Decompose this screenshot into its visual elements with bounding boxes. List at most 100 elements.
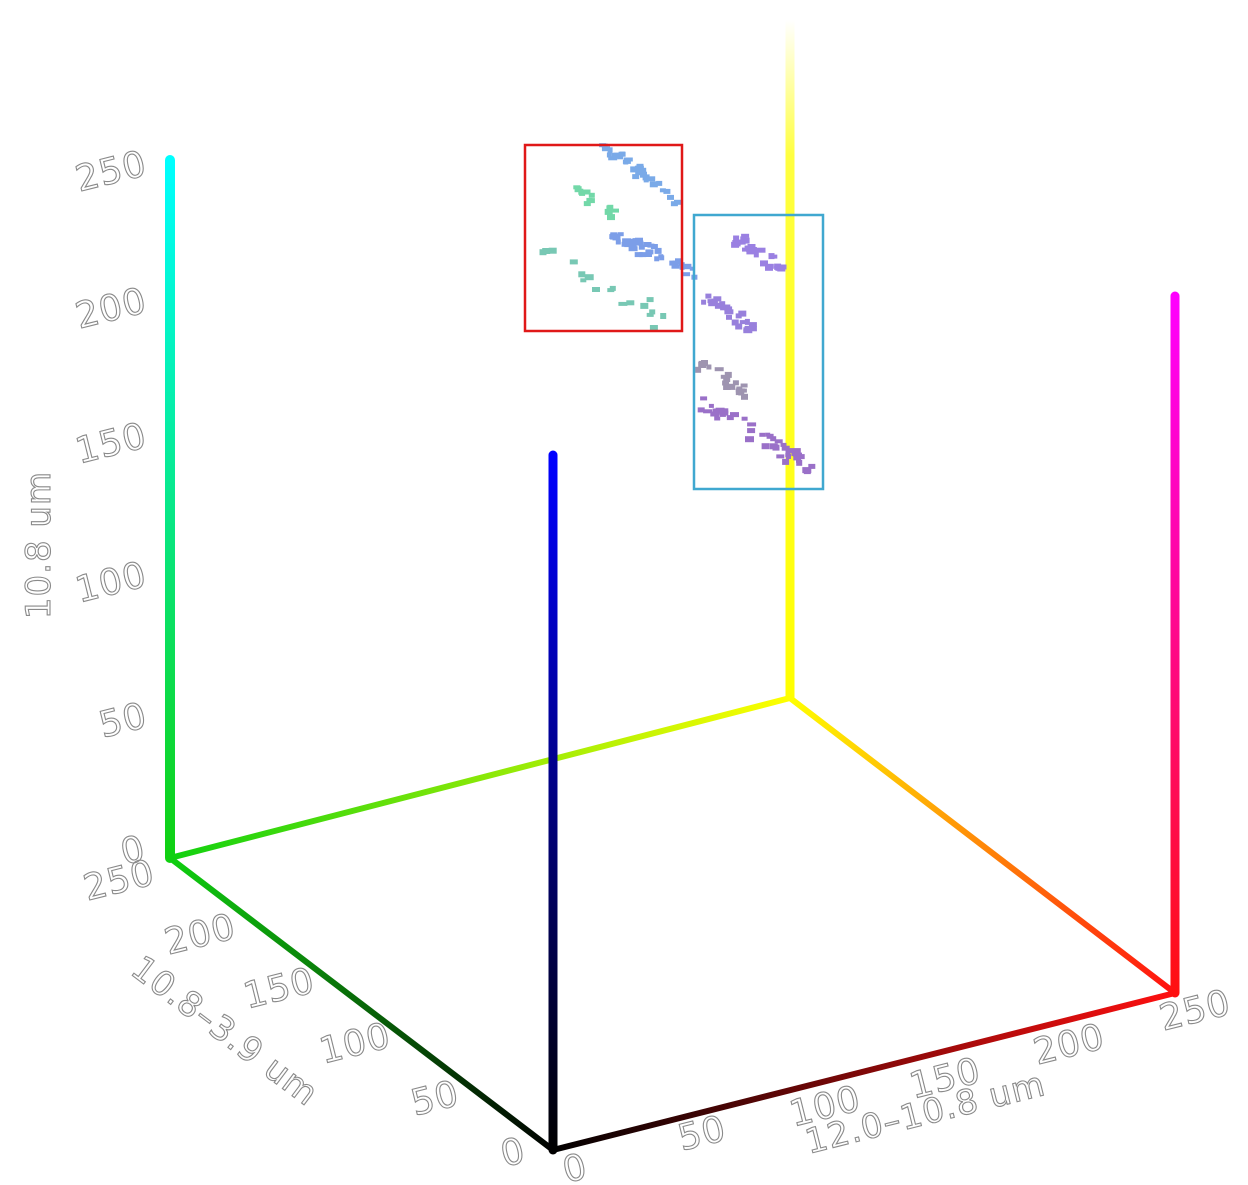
data-point [730,412,739,418]
data-point [695,366,702,373]
data-point [722,380,730,386]
data-point [747,244,756,249]
data-point [741,393,748,400]
data-point [726,415,734,421]
data-point [569,259,578,265]
data-point [740,236,747,242]
y-tick-150: 150 [239,960,319,1017]
data-point [714,297,720,302]
data-point [796,454,805,460]
data-point [710,411,720,417]
z-tick-150: 150 [71,415,151,472]
highlight-box-red [523,143,684,333]
data-point [766,433,774,439]
data-point [765,264,773,271]
data-point [654,256,660,262]
data-point [738,310,747,317]
data-point [638,244,645,250]
data-point [649,309,656,315]
data-point [674,199,682,205]
data-point [759,432,766,437]
highlight-boxes [523,143,825,491]
data-point [725,383,734,389]
z-tick-200: 200 [71,280,151,337]
y-tick-50: 50 [407,1073,463,1124]
data-point [607,147,613,154]
data-point [671,264,680,269]
data-point [649,325,658,330]
data-point [735,323,743,330]
data-point [697,407,705,413]
cube-edges [165,20,1180,1155]
data-point [782,458,790,465]
data-point [719,411,726,417]
z-axis-label: 10.8 um [19,471,59,619]
data-point [808,463,816,469]
y-tick-250: 250 [79,852,159,909]
data-point [744,325,752,330]
data-point [746,249,755,255]
data-point [723,376,731,382]
data-point [663,188,671,194]
z-tick-100: 100 [71,554,151,611]
data-point [637,167,647,173]
data-point [714,302,722,309]
y-tick-0: 0 [497,1130,530,1176]
data-point [542,248,551,254]
data-point [781,445,790,451]
data-point [579,191,586,196]
y-max-horizontal-edge [169,695,791,861]
data-point [654,247,662,254]
data-point [739,239,746,245]
z-tick-250: 250 [71,143,151,200]
data-point [578,271,586,278]
scatter-points [539,143,816,475]
data-point [640,171,647,178]
data-point [615,239,621,245]
data-point [649,181,658,188]
data-point [588,192,595,198]
data-point [618,301,628,306]
data-point [744,318,750,325]
data-point [583,201,591,207]
data-point [745,436,754,443]
data-point [720,374,729,379]
data-point [703,409,713,414]
data-point [656,180,663,186]
data-point [791,452,798,457]
data-point [715,407,725,414]
data-point [659,255,665,261]
data-point [724,309,734,315]
data-point [646,297,654,303]
data-point [640,302,649,309]
data-point [621,241,627,247]
data-point [803,469,811,475]
data-point [645,249,654,255]
data-point [608,156,618,161]
data-point [741,233,750,238]
data-point [683,263,692,269]
z-tick-50: 50 [95,695,151,746]
data-point [646,312,654,317]
data-point [732,380,739,386]
data-point [634,252,643,258]
data-point [632,174,640,180]
data-point [748,322,757,328]
data-point [573,185,581,190]
data-point [705,293,712,299]
data-point [743,237,750,244]
data-point [607,214,615,221]
data-point [700,396,708,401]
data-point [753,252,759,258]
data-point [760,260,768,267]
data-point [632,238,640,244]
data-point [607,288,615,293]
data-point [628,246,638,252]
data-point [689,266,695,271]
data-point [612,234,621,241]
data-point [631,167,639,172]
data-point [548,247,557,254]
data-point [769,254,778,259]
